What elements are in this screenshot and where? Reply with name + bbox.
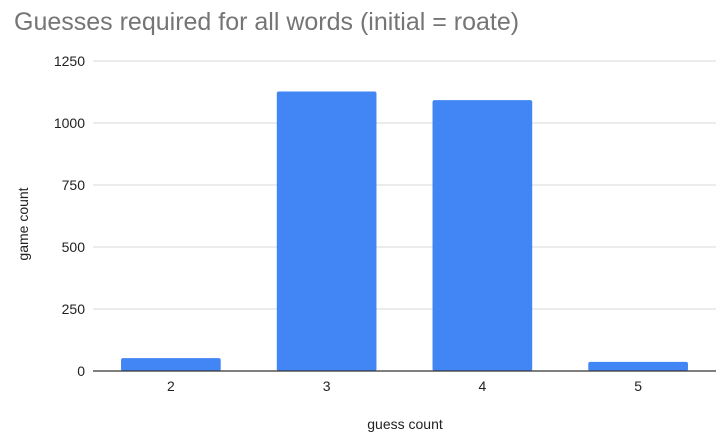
x-tick-label: 5 xyxy=(634,378,642,394)
x-axis-label: guess count xyxy=(367,416,443,432)
chart-title: Guesses required for all words (initial … xyxy=(14,8,520,36)
y-tick-label: 1250 xyxy=(54,53,85,69)
bar-5 xyxy=(588,361,688,371)
bar-2 xyxy=(121,358,221,371)
x-tick-label: 4 xyxy=(478,378,486,394)
x-tick-label: 3 xyxy=(323,378,331,394)
x-tick-label: 2 xyxy=(167,378,175,394)
bar-4 xyxy=(432,100,533,372)
y-tick-label: 250 xyxy=(62,301,86,317)
y-tick-label: 0 xyxy=(77,363,85,379)
y-tick-label: 1000 xyxy=(54,115,85,131)
y-tick-label: 750 xyxy=(62,177,86,193)
y-tick-label: 500 xyxy=(62,239,86,255)
bar-3 xyxy=(276,91,377,371)
